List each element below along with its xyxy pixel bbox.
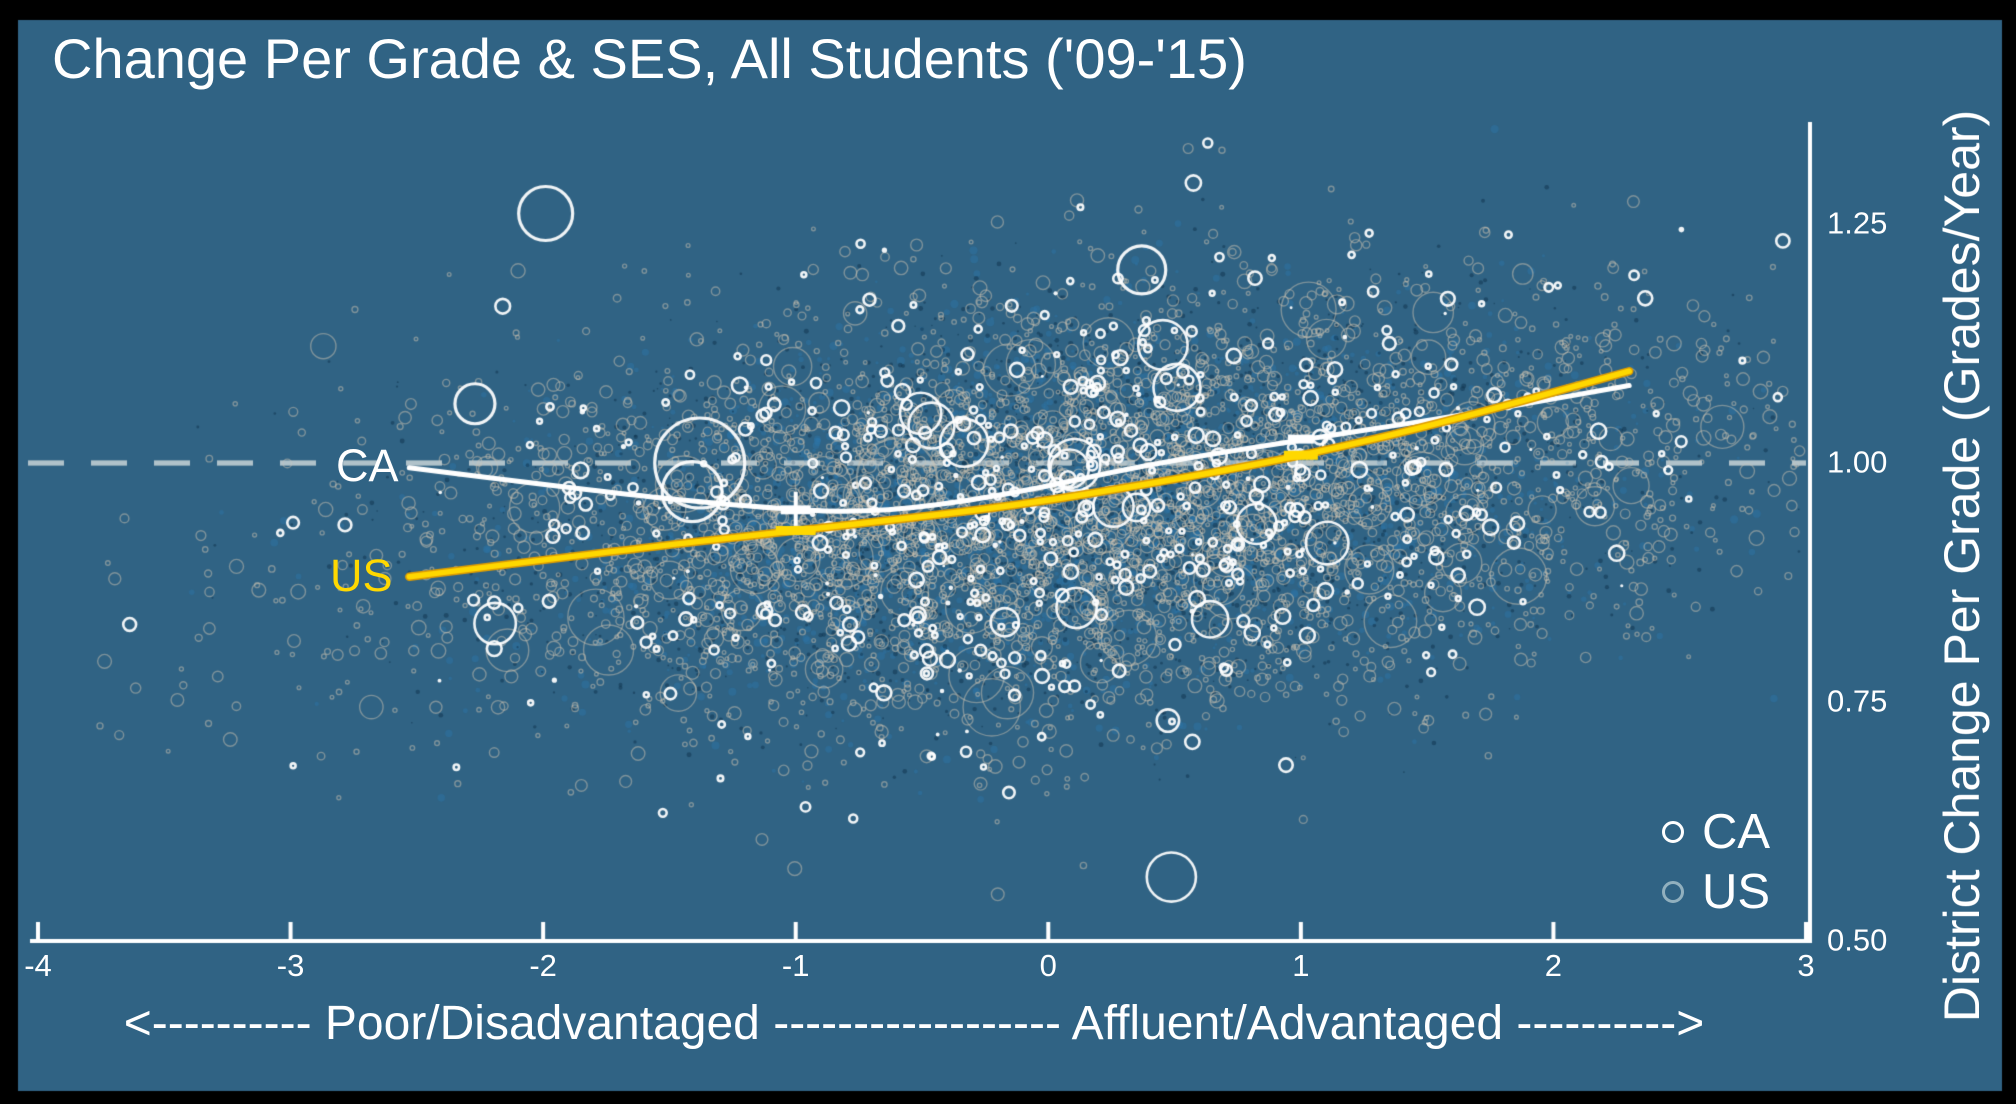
x-tick-label: -1: [781, 948, 810, 983]
x-tick-label: -4: [24, 948, 52, 983]
us-line-label: US: [330, 550, 393, 601]
ca-line-label: CA: [336, 440, 399, 491]
y-axis-label: District Change Per Grade (Grades/Year): [1934, 109, 1990, 1023]
x-tick-label: -2: [529, 948, 557, 983]
y-tick-label: 0.50: [1827, 922, 1888, 958]
legend-item-ca: CA: [1662, 802, 1770, 862]
x-tick-label: 2: [1544, 948, 1563, 983]
legend-label-ca: CA: [1702, 804, 1771, 859]
legend-item-us: US: [1662, 862, 1770, 922]
y-tick-label: 1.25: [1827, 205, 1888, 241]
us-point-icon: [1662, 881, 1684, 903]
x-tick-label: -3: [276, 948, 305, 983]
ca-point-icon: [1662, 821, 1684, 843]
chart-title: Change Per Grade & SES, All Students ('0…: [52, 27, 1247, 90]
legend: CA US: [1662, 802, 1770, 922]
x-tick-label: 3: [1797, 948, 1815, 983]
x-tick-label: 1: [1292, 948, 1310, 983]
legend-label-us: US: [1702, 864, 1771, 919]
x-axis-direction-label: <---------- Poor/Disadvantaged ---------…: [123, 997, 1705, 1050]
x-tick-label: 0: [1039, 948, 1057, 983]
y-tick-label: 1.00: [1827, 444, 1888, 480]
y-tick-label: 0.75: [1827, 683, 1888, 719]
